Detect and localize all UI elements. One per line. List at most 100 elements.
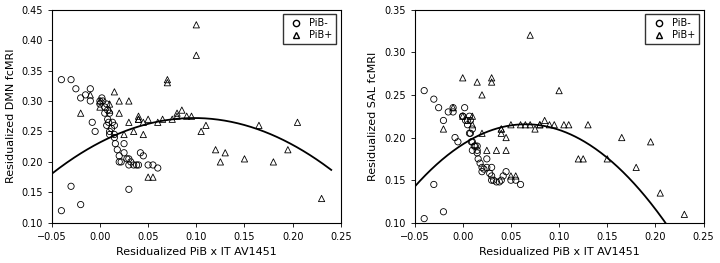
Point	[292, 120, 303, 124]
Point	[505, 178, 517, 182]
Point	[132, 114, 144, 118]
Point	[654, 191, 666, 195]
Point	[215, 160, 226, 164]
Point	[99, 111, 111, 115]
Point	[89, 129, 101, 134]
Point	[438, 210, 449, 214]
Point	[86, 120, 98, 124]
Point	[55, 209, 67, 213]
X-axis label: Residualized PiB x IT AV1451: Residualized PiB x IT AV1451	[479, 247, 639, 257]
Point	[418, 89, 430, 93]
Point	[486, 76, 498, 80]
Point	[166, 117, 178, 121]
Point	[494, 180, 505, 184]
Point	[582, 123, 594, 127]
Point	[645, 140, 657, 144]
Point	[464, 118, 476, 123]
Point	[447, 110, 459, 114]
Point	[132, 117, 144, 121]
Point	[282, 148, 294, 152]
X-axis label: Residualized PiB x IT AV1451: Residualized PiB x IT AV1451	[116, 247, 276, 257]
Point	[457, 76, 469, 80]
Point	[464, 131, 475, 135]
Point	[467, 123, 478, 127]
Point	[472, 151, 483, 155]
Point	[554, 89, 565, 93]
Point	[616, 135, 628, 140]
Point	[176, 108, 188, 112]
Point	[467, 140, 478, 144]
Point	[472, 148, 483, 153]
Point	[467, 114, 478, 118]
Point	[109, 123, 120, 128]
Point	[476, 170, 487, 174]
Point	[157, 117, 168, 121]
Point	[469, 144, 481, 148]
Point	[143, 163, 154, 167]
Point	[147, 163, 158, 167]
Point	[486, 165, 498, 170]
Point	[94, 102, 106, 106]
Point	[253, 123, 265, 128]
Point	[55, 78, 67, 82]
Point	[539, 118, 550, 123]
Point	[94, 105, 106, 109]
Point	[143, 117, 154, 121]
Point	[102, 117, 114, 121]
Point	[94, 99, 106, 103]
Point	[66, 184, 77, 188]
Point	[128, 129, 140, 134]
Point	[438, 118, 449, 123]
Point	[75, 111, 86, 115]
Point	[161, 78, 173, 82]
Point	[631, 165, 642, 170]
Point	[220, 151, 231, 155]
Point	[534, 123, 546, 127]
Point	[143, 175, 154, 179]
Point	[135, 151, 146, 155]
Point	[428, 97, 440, 101]
Point	[123, 120, 135, 124]
Point	[486, 80, 498, 84]
Point	[428, 182, 440, 186]
Point	[459, 105, 470, 110]
Point	[520, 123, 531, 127]
Point	[491, 148, 503, 153]
Point	[125, 160, 137, 164]
Legend: PiB-, PiB+: PiB-, PiB+	[283, 14, 336, 44]
Point	[200, 123, 212, 128]
Point	[472, 144, 483, 148]
Point	[104, 102, 115, 106]
Point	[84, 93, 96, 97]
Legend: PiB-, PiB+: PiB-, PiB+	[645, 14, 699, 44]
Point	[495, 178, 507, 182]
Point	[457, 114, 469, 118]
Point	[457, 114, 469, 118]
Point	[75, 203, 86, 207]
Point	[191, 53, 202, 57]
Point	[94, 99, 106, 103]
Point	[132, 163, 144, 167]
Point	[449, 135, 461, 140]
Point	[102, 108, 114, 112]
Point	[544, 123, 555, 127]
Point	[128, 163, 140, 167]
Point	[106, 126, 117, 130]
Point	[469, 144, 480, 148]
Point	[210, 148, 221, 152]
Point	[115, 160, 127, 164]
Point	[138, 120, 149, 124]
Point	[239, 157, 251, 161]
Point	[99, 105, 111, 109]
Point	[101, 123, 112, 128]
Point	[80, 93, 91, 97]
Point	[123, 187, 135, 191]
Point	[563, 123, 575, 127]
Point	[462, 123, 473, 127]
Point	[495, 131, 507, 135]
Point	[438, 127, 449, 131]
Point	[112, 148, 123, 152]
Point	[481, 165, 492, 170]
Point	[121, 157, 132, 161]
Point	[462, 118, 473, 123]
